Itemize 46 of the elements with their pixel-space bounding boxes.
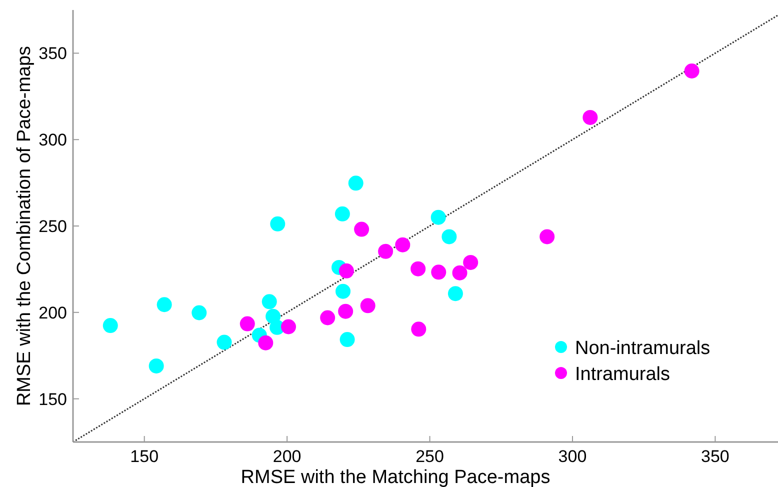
x-tick-label: 250 — [416, 447, 444, 466]
point — [262, 294, 277, 310]
point — [430, 210, 446, 225]
point — [148, 358, 164, 374]
point — [448, 286, 463, 302]
point — [684, 64, 700, 78]
x-axis-title: RMSE with the Matching Pace-maps — [240, 467, 550, 487]
y-tick-label: 250 — [38, 217, 67, 236]
point — [540, 229, 555, 244]
point — [336, 284, 351, 299]
point — [360, 298, 376, 314]
point — [240, 316, 255, 332]
point — [334, 206, 350, 222]
point — [280, 319, 296, 334]
point — [338, 263, 354, 278]
x-tick-label: 300 — [558, 447, 587, 466]
point — [395, 237, 410, 252]
x-tick-label: 350 — [701, 447, 730, 466]
x-tick-label: 150 — [130, 447, 159, 466]
y-tick-label: 150 — [38, 390, 67, 409]
legend-label: Non-intramurals — [575, 338, 710, 359]
point — [348, 176, 364, 191]
x-tick-label: 200 — [272, 447, 302, 466]
point — [320, 310, 336, 326]
point — [338, 304, 354, 319]
y-axis-title: RMSE with the Combination of Pace-maps — [14, 46, 35, 406]
point — [411, 322, 426, 337]
point — [442, 229, 457, 244]
y-tick-label: 200 — [38, 303, 67, 322]
point — [378, 244, 394, 259]
point — [410, 261, 426, 276]
point — [270, 216, 286, 232]
point — [156, 297, 172, 312]
point — [354, 222, 370, 237]
point — [582, 110, 598, 125]
y-tick-label: 350 — [38, 44, 67, 64]
point — [192, 305, 207, 320]
point — [463, 254, 478, 270]
point — [452, 265, 468, 280]
point — [216, 334, 232, 350]
point — [340, 332, 355, 348]
point — [431, 264, 446, 280]
point — [102, 318, 118, 334]
y-tick-label: 300 — [38, 130, 67, 150]
point — [258, 335, 274, 350]
legend-label: Intramurals — [575, 364, 670, 385]
